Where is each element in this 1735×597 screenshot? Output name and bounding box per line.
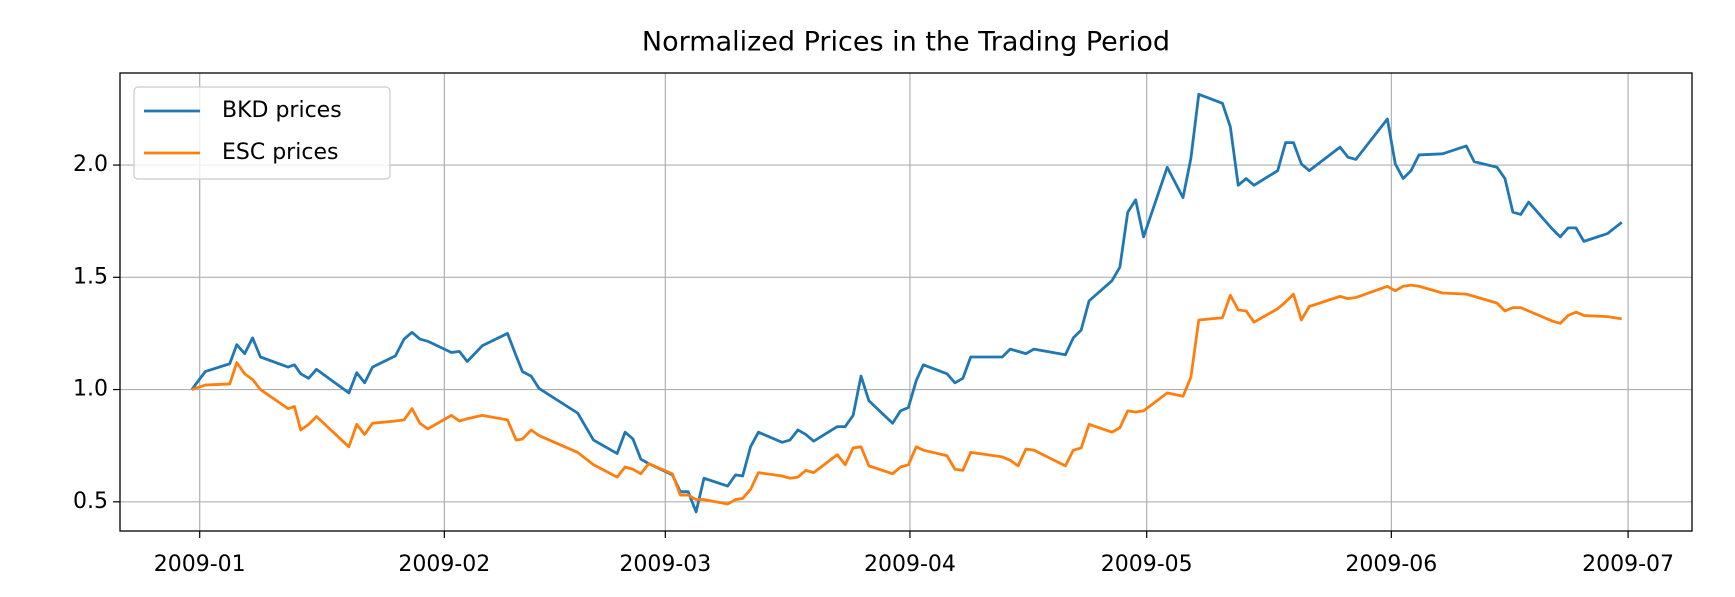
x-tick-label: 2009-01: [154, 552, 246, 577]
plot-frame: [119, 72, 1693, 532]
y-tick-label: 0.5: [73, 489, 108, 514]
x-tick-label: 2009-03: [619, 552, 711, 577]
legend-label: ESC prices: [222, 140, 338, 165]
x-tick-label: 2009-04: [864, 552, 956, 577]
y-tick-label: 1.5: [73, 264, 108, 289]
x-tick-label: 2009-06: [1345, 552, 1437, 577]
data-line: [191, 283, 1622, 506]
x-tick-label: 2009-02: [398, 552, 490, 577]
x-tick-label: 2009-07: [1582, 552, 1674, 577]
data-line: [190, 92, 1623, 514]
chart-title: Normalized Prices in the Trading Period: [642, 27, 1170, 58]
legend-label: BKD prices: [222, 98, 342, 123]
x-tick-label: 2009-05: [1101, 552, 1193, 577]
y-tick-label: 1.0: [73, 377, 108, 402]
y-tick-label: 2.0: [73, 152, 108, 177]
